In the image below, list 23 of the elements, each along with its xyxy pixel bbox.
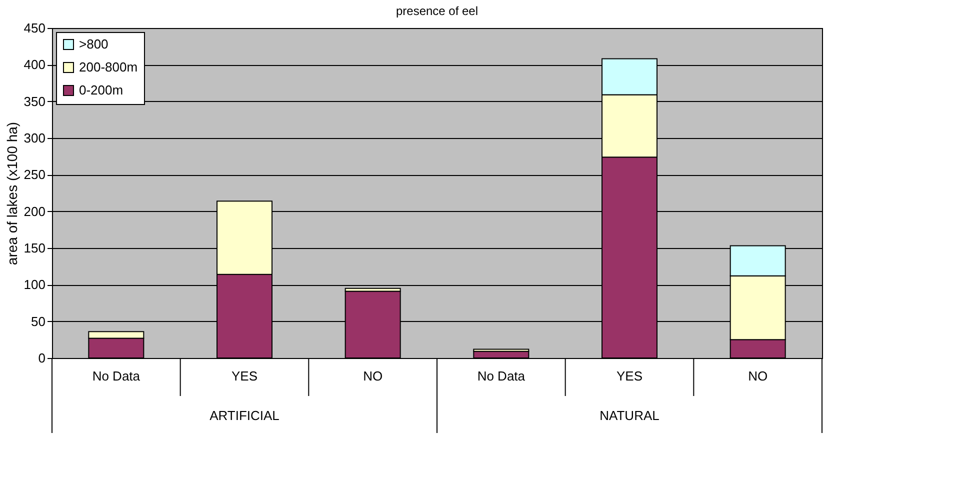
x-tick-label: YES [616,368,643,384]
x-tick-label: YES [231,368,258,384]
y-tick-label: 300 [24,130,46,146]
y-tick-label: 150 [24,240,46,256]
legend-label: 200-800m [79,60,138,74]
legend-label: 0-200m [79,82,124,98]
legend-label: >800 [79,36,108,52]
text: ARTIFICIAL [210,408,280,423]
y-tick-label: 50 [31,314,46,329]
y-tick-label: 400 [24,57,46,72]
y-tick-label: 100 [24,277,46,292]
y-tick-label: 250 [24,167,46,182]
y-tick-label: 450 [24,20,46,36]
x-tick-label: NO [363,368,383,384]
x-tick-label: No Data [477,368,526,384]
y-tick-label: 200 [24,204,46,219]
y-tick-label: 0 [38,350,46,366]
y-axis-title: area of lakes (x100 ha) [4,122,20,266]
x-tick-label: No Data [92,368,141,384]
chart-title: presence of eel [396,4,478,18]
text: NATURAL [600,408,660,423]
y-tick-label: 350 [24,94,46,109]
x-tick-label: NO [748,368,768,384]
